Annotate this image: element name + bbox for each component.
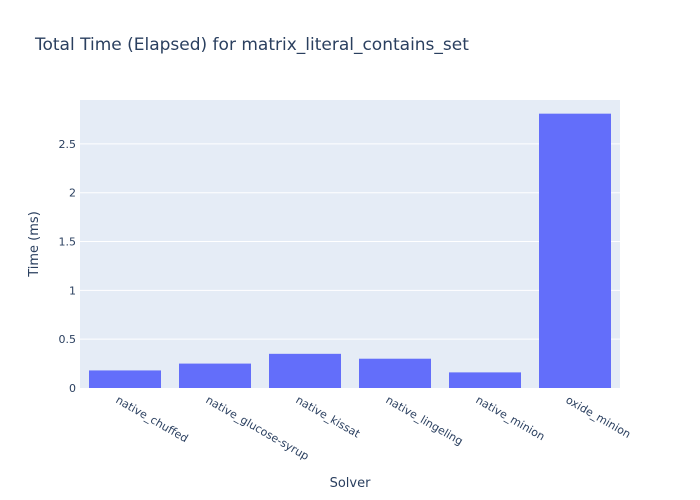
x-tick-label: native_kissat: [294, 393, 363, 441]
bar-native_glucose-syrup: [179, 363, 251, 388]
gridlines: [80, 143, 620, 340]
x-tick-label: native_minion: [474, 393, 548, 443]
y-tick-label: 2.5: [59, 138, 77, 151]
x-axis-title: Solver: [330, 476, 372, 491]
y-axis-ticks: 0 0.5 1 1.5 2 2.5: [59, 138, 77, 395]
x-tick-label: native_lingeling: [384, 393, 466, 448]
x-tick-label: oxide_minion: [564, 393, 633, 441]
bar-native_minion: [449, 372, 521, 388]
y-tick-label: 0.5: [59, 333, 77, 346]
bars: [89, 113, 611, 389]
bar-native_chuffed: [89, 370, 161, 388]
y-tick-label: 1: [69, 284, 76, 297]
x-axis-ticks: native_chuffed native_glucose-syrupnative…: [114, 393, 633, 463]
y-tick-label: 1.5: [59, 236, 77, 249]
y-tick-label: 0: [69, 382, 76, 395]
bar-oxide_minion: [539, 113, 611, 389]
bar-native_lingeling: [359, 358, 431, 388]
bar-native_kissat: [269, 353, 341, 388]
y-axis-title: Time (ms): [27, 211, 42, 278]
plot-area: [80, 100, 620, 388]
y-tick-label: 2: [69, 187, 76, 200]
chart-title: Total Time (Elapsed) for matrix_literal_…: [34, 35, 469, 55]
x-tick-label: native_chuffed: [114, 393, 191, 445]
